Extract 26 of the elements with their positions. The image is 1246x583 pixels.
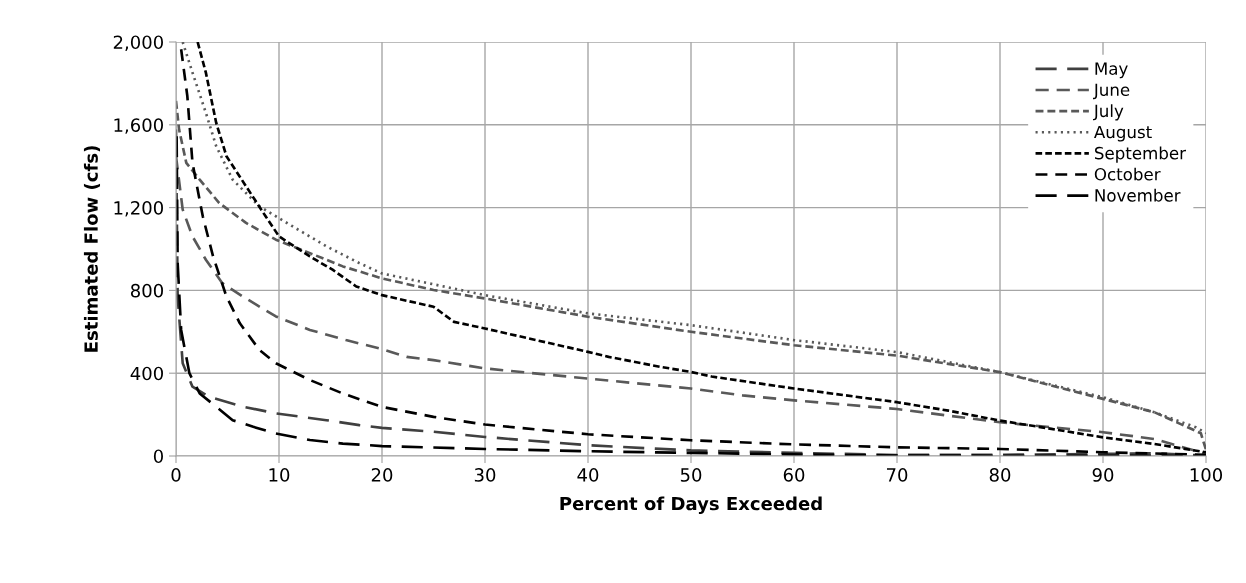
legend-label: October	[1094, 167, 1161, 181]
legend-label: August	[1094, 125, 1152, 142]
legend-label: July	[1093, 104, 1124, 121]
y-tick-label: 0	[153, 449, 163, 464]
x-tick-label: 80	[989, 468, 1011, 482]
y-tick-label: 800	[130, 283, 163, 298]
y-tick-label: 2,000	[113, 35, 163, 51]
x-tick-label: 0	[171, 468, 181, 482]
x-tick-label: 100	[1190, 468, 1223, 482]
legend-label: June	[1093, 83, 1130, 100]
x-tick-label: 90	[1092, 468, 1114, 482]
x-tick-label: 40	[577, 468, 599, 482]
x-tick-label: 70	[886, 468, 908, 482]
y-tick-label: 400	[130, 366, 163, 381]
legend-label: September	[1094, 146, 1186, 163]
x-tick-label: 30	[474, 468, 496, 482]
x-tick-label: 20	[371, 468, 393, 482]
x-tick-label: 60	[783, 468, 805, 482]
y-tick-label: 1,600	[114, 118, 163, 134]
y-tick-label: 1,200	[114, 201, 163, 217]
y-axis-title: Estimated Flow (cfs)	[83, 146, 101, 352]
x-tick-label: 50	[680, 468, 702, 482]
legend-label: November	[1095, 188, 1181, 202]
legend-label: May	[1095, 62, 1128, 79]
x-axis-title: Percent of Days Exceeded	[560, 496, 822, 515]
x-tick-label: 10	[269, 468, 290, 482]
